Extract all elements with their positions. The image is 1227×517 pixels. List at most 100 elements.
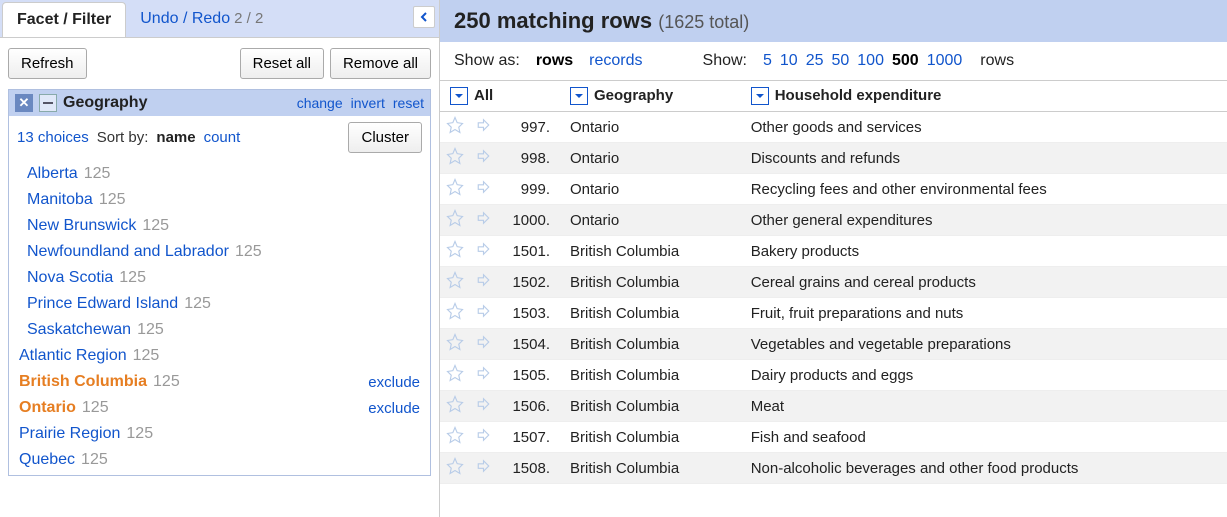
facet-item[interactable]: Ontario125exclude bbox=[9, 395, 430, 421]
facet-item-count: 125 bbox=[153, 373, 180, 391]
facet-minimize-icon[interactable] bbox=[39, 94, 57, 112]
facet-item[interactable]: British Columbia 125 exclude bbox=[9, 369, 430, 395]
facet-invert-link[interactable]: invert bbox=[351, 95, 385, 111]
facet-item[interactable]: Manitoba125 bbox=[9, 187, 430, 213]
facet-item-label[interactable]: Atlantic Region bbox=[19, 347, 127, 365]
facet-item[interactable]: Prince Edward Island125 bbox=[9, 291, 430, 317]
flag-icon[interactable] bbox=[470, 267, 500, 298]
dropdown-icon[interactable] bbox=[450, 87, 468, 105]
star-icon[interactable] bbox=[440, 391, 470, 422]
star-icon[interactable] bbox=[440, 174, 470, 205]
table-row: 1502.British ColumbiaCereal grains and c… bbox=[440, 267, 1227, 298]
tab-undo[interactable]: Undo / Redo 2 / 2 bbox=[126, 0, 277, 37]
facet-item-count: 125 bbox=[84, 165, 111, 183]
remove-all-button[interactable]: Remove all bbox=[330, 48, 431, 79]
facet-exclude-link[interactable]: exclude bbox=[368, 400, 420, 417]
row-number: 1507. bbox=[500, 422, 560, 453]
star-icon[interactable] bbox=[440, 236, 470, 267]
cell-geography: British Columbia bbox=[560, 360, 741, 391]
flag-icon[interactable] bbox=[470, 298, 500, 329]
table-wrap[interactable]: All Geography Household expenditure bbox=[440, 80, 1227, 517]
page-size-10[interactable]: 10 bbox=[780, 52, 798, 69]
refresh-button[interactable]: Refresh bbox=[8, 48, 87, 79]
facet-exclude-link[interactable]: exclude bbox=[368, 374, 420, 391]
facet-item-label[interactable]: Quebec bbox=[19, 451, 75, 469]
flag-icon[interactable] bbox=[470, 205, 500, 236]
page-size-500[interactable]: 500 bbox=[892, 52, 919, 69]
page-size-25[interactable]: 25 bbox=[806, 52, 824, 69]
col-expenditure-label: Household expenditure bbox=[775, 87, 942, 104]
page-size-5[interactable]: 5 bbox=[763, 52, 772, 69]
facet-item[interactable]: Quebec125 bbox=[9, 447, 430, 473]
facet-item[interactable]: Nova Scotia125 bbox=[9, 265, 430, 291]
flag-icon[interactable] bbox=[470, 360, 500, 391]
star-icon[interactable] bbox=[440, 298, 470, 329]
page-size-100[interactable]: 100 bbox=[857, 52, 884, 69]
dropdown-icon[interactable] bbox=[751, 87, 769, 105]
show-as-records[interactable]: records bbox=[589, 52, 642, 70]
facet-item-label[interactable]: Alberta bbox=[19, 165, 78, 183]
reset-all-button[interactable]: Reset all bbox=[240, 48, 324, 79]
facet-close-icon[interactable]: ✕ bbox=[15, 94, 33, 112]
page-size-1000[interactable]: 1000 bbox=[927, 52, 963, 69]
cell-geography: British Columbia bbox=[560, 236, 741, 267]
table-row: 1508.British ColumbiaNon-alcoholic bever… bbox=[440, 453, 1227, 484]
facet-item-label[interactable]: Saskatchewan bbox=[19, 321, 131, 339]
star-icon[interactable] bbox=[440, 267, 470, 298]
cell-expenditure: Dairy products and eggs bbox=[741, 360, 1227, 391]
cell-geography: Ontario bbox=[560, 174, 741, 205]
flag-icon[interactable] bbox=[470, 391, 500, 422]
facet-item[interactable]: Prairie Region125 bbox=[9, 421, 430, 447]
cell-geography: Ontario bbox=[560, 112, 741, 143]
facet-item-label[interactable]: Manitoba bbox=[19, 191, 93, 209]
tab-undo-label: Undo / Redo bbox=[140, 10, 230, 28]
collapse-panel-button[interactable] bbox=[413, 6, 435, 28]
star-icon[interactable] bbox=[440, 112, 470, 143]
row-number: 1502. bbox=[500, 267, 560, 298]
flag-icon[interactable] bbox=[470, 143, 500, 174]
star-icon[interactable] bbox=[440, 453, 470, 484]
facet-item-label[interactable]: Nova Scotia bbox=[19, 269, 113, 287]
flag-icon[interactable] bbox=[470, 329, 500, 360]
facet-item[interactable]: New Brunswick125 bbox=[9, 213, 430, 239]
flag-icon[interactable] bbox=[470, 422, 500, 453]
facet-item-count: 125 bbox=[133, 347, 160, 365]
page-size-50[interactable]: 50 bbox=[831, 52, 849, 69]
row-number: 1506. bbox=[500, 391, 560, 422]
flag-icon[interactable] bbox=[470, 174, 500, 205]
facet-item-label[interactable]: New Brunswick bbox=[19, 217, 136, 235]
star-icon[interactable] bbox=[440, 360, 470, 391]
flag-icon[interactable] bbox=[470, 453, 500, 484]
star-icon[interactable] bbox=[440, 143, 470, 174]
facet-item[interactable]: Atlantic Region 125 bbox=[9, 343, 430, 369]
table-row: 1503.British ColumbiaFruit, fruit prepar… bbox=[440, 298, 1227, 329]
facet-item-label[interactable]: Prince Edward Island bbox=[19, 295, 178, 313]
facet-item-label[interactable]: Ontario bbox=[19, 399, 76, 417]
facet-item-label[interactable]: Newfoundland and Labrador bbox=[19, 243, 229, 261]
facet-box: ✕ Geography change invert reset 13 choic… bbox=[8, 89, 431, 476]
table-row: 1506.British ColumbiaMeat bbox=[440, 391, 1227, 422]
dropdown-icon[interactable] bbox=[570, 87, 588, 105]
show-label: Show: bbox=[703, 52, 747, 70]
cluster-button[interactable]: Cluster bbox=[348, 122, 422, 153]
facet-item-label[interactable]: Prairie Region bbox=[19, 425, 120, 443]
table-row: 1504.British ColumbiaVegetables and vege… bbox=[440, 329, 1227, 360]
row-number: 997. bbox=[500, 112, 560, 143]
facet-list[interactable]: Alberta125Manitoba125New Brunswick125New… bbox=[9, 159, 430, 475]
facet-item[interactable]: Newfoundland and Labrador125 bbox=[9, 239, 430, 265]
star-icon[interactable] bbox=[440, 329, 470, 360]
facet-sort-count[interactable]: count bbox=[204, 129, 241, 146]
star-icon[interactable] bbox=[440, 422, 470, 453]
facet-reset-link[interactable]: reset bbox=[393, 95, 424, 111]
facet-item[interactable]: Alberta 125 bbox=[9, 161, 430, 187]
flag-icon[interactable] bbox=[470, 236, 500, 267]
tab-facet[interactable]: Facet / Filter bbox=[2, 2, 126, 37]
facet-item-label[interactable]: British Columbia bbox=[19, 373, 147, 391]
facet-sort-name[interactable]: name bbox=[156, 129, 195, 146]
show-as-rows[interactable]: rows bbox=[536, 52, 573, 70]
table-row: 1000.OntarioOther general expenditures bbox=[440, 205, 1227, 236]
flag-icon[interactable] bbox=[470, 112, 500, 143]
star-icon[interactable] bbox=[440, 205, 470, 236]
facet-change-link[interactable]: change bbox=[297, 95, 343, 111]
facet-item[interactable]: Saskatchewan125 bbox=[9, 317, 430, 343]
